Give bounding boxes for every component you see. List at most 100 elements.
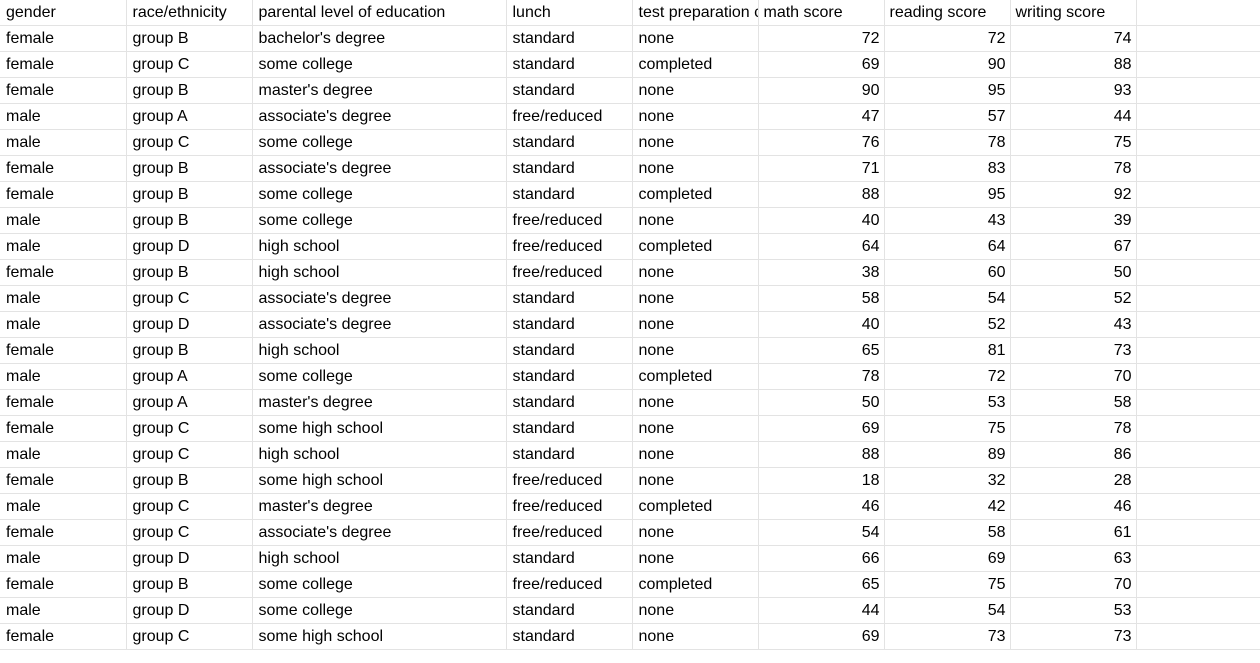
- cell-test-preparation[interactable]: none: [632, 155, 759, 182]
- cell-race-ethnicity[interactable]: group A: [126, 363, 253, 390]
- cell-reading-score[interactable]: 75: [884, 415, 1011, 442]
- cell-reading-score[interactable]: 81: [884, 337, 1011, 364]
- cell-test-preparation[interactable]: none: [632, 77, 759, 104]
- cell-test-preparation[interactable]: none: [632, 25, 759, 52]
- empty-cell[interactable]: [1136, 103, 1260, 130]
- cell-race-ethnicity[interactable]: group B: [126, 337, 253, 364]
- cell-reading-score[interactable]: 78: [884, 129, 1011, 156]
- cell-reading-score[interactable]: 64: [884, 233, 1011, 260]
- cell-parental-education[interactable]: some college: [252, 207, 507, 234]
- cell-reading-score[interactable]: 75: [884, 571, 1011, 598]
- cell-test-preparation[interactable]: none: [632, 389, 759, 416]
- cell-parental-education[interactable]: some high school: [252, 467, 507, 494]
- empty-cell[interactable]: [1136, 207, 1260, 234]
- cell-math-score[interactable]: 69: [758, 623, 885, 650]
- cell-race-ethnicity[interactable]: group D: [126, 545, 253, 572]
- cell-writing-score[interactable]: 58: [1010, 389, 1137, 416]
- cell-gender[interactable]: female: [0, 415, 127, 442]
- empty-cell[interactable]: [1136, 389, 1260, 416]
- cell-reading-score[interactable]: 54: [884, 597, 1011, 624]
- cell-gender[interactable]: female: [0, 259, 127, 286]
- cell-lunch[interactable]: standard: [506, 415, 633, 442]
- cell-test-preparation[interactable]: completed: [632, 181, 759, 208]
- header-cell-parental-education[interactable]: parental level of education: [252, 0, 507, 26]
- cell-race-ethnicity[interactable]: group C: [126, 415, 253, 442]
- cell-test-preparation[interactable]: none: [632, 103, 759, 130]
- cell-math-score[interactable]: 71: [758, 155, 885, 182]
- cell-test-preparation[interactable]: completed: [632, 571, 759, 598]
- cell-parental-education[interactable]: high school: [252, 441, 507, 468]
- cell-test-preparation[interactable]: none: [632, 337, 759, 364]
- cell-lunch[interactable]: standard: [506, 441, 633, 468]
- cell-race-ethnicity[interactable]: group D: [126, 597, 253, 624]
- cell-reading-score[interactable]: 42: [884, 493, 1011, 520]
- cell-reading-score[interactable]: 60: [884, 259, 1011, 286]
- cell-math-score[interactable]: 58: [758, 285, 885, 312]
- cell-lunch[interactable]: free/reduced: [506, 207, 633, 234]
- cell-gender[interactable]: female: [0, 181, 127, 208]
- cell-parental-education[interactable]: associate's degree: [252, 285, 507, 312]
- cell-writing-score[interactable]: 61: [1010, 519, 1137, 546]
- cell-parental-education[interactable]: some college: [252, 597, 507, 624]
- cell-test-preparation[interactable]: none: [632, 519, 759, 546]
- cell-math-score[interactable]: 38: [758, 259, 885, 286]
- cell-gender[interactable]: male: [0, 233, 127, 260]
- cell-reading-score[interactable]: 72: [884, 25, 1011, 52]
- cell-math-score[interactable]: 65: [758, 571, 885, 598]
- empty-cell[interactable]: [1136, 129, 1260, 156]
- cell-race-ethnicity[interactable]: group A: [126, 103, 253, 130]
- cell-gender[interactable]: female: [0, 25, 127, 52]
- cell-math-score[interactable]: 50: [758, 389, 885, 416]
- cell-parental-education[interactable]: high school: [252, 337, 507, 364]
- cell-parental-education[interactable]: high school: [252, 259, 507, 286]
- cell-math-score[interactable]: 47: [758, 103, 885, 130]
- cell-math-score[interactable]: 40: [758, 311, 885, 338]
- cell-lunch[interactable]: standard: [506, 363, 633, 390]
- header-cell-math-score[interactable]: math score: [758, 0, 885, 26]
- cell-reading-score[interactable]: 90: [884, 51, 1011, 78]
- cell-gender[interactable]: female: [0, 155, 127, 182]
- cell-math-score[interactable]: 88: [758, 441, 885, 468]
- empty-cell[interactable]: [1136, 155, 1260, 182]
- cell-lunch[interactable]: standard: [506, 285, 633, 312]
- cell-lunch[interactable]: free/reduced: [506, 519, 633, 546]
- cell-math-score[interactable]: 46: [758, 493, 885, 520]
- cell-reading-score[interactable]: 58: [884, 519, 1011, 546]
- cell-writing-score[interactable]: 73: [1010, 623, 1137, 650]
- cell-gender[interactable]: male: [0, 363, 127, 390]
- empty-cell[interactable]: [1136, 0, 1260, 26]
- cell-math-score[interactable]: 76: [758, 129, 885, 156]
- cell-test-preparation[interactable]: none: [632, 285, 759, 312]
- cell-gender[interactable]: female: [0, 51, 127, 78]
- cell-writing-score[interactable]: 44: [1010, 103, 1137, 130]
- cell-writing-score[interactable]: 74: [1010, 25, 1137, 52]
- cell-parental-education[interactable]: associate's degree: [252, 103, 507, 130]
- cell-reading-score[interactable]: 72: [884, 363, 1011, 390]
- cell-race-ethnicity[interactable]: group C: [126, 285, 253, 312]
- header-cell-test-preparation[interactable]: test preparation course: [632, 0, 759, 26]
- cell-race-ethnicity[interactable]: group C: [126, 51, 253, 78]
- cell-writing-score[interactable]: 39: [1010, 207, 1137, 234]
- cell-gender[interactable]: female: [0, 389, 127, 416]
- cell-math-score[interactable]: 54: [758, 519, 885, 546]
- cell-lunch[interactable]: free/reduced: [506, 493, 633, 520]
- cell-reading-score[interactable]: 52: [884, 311, 1011, 338]
- cell-parental-education[interactable]: some college: [252, 51, 507, 78]
- cell-race-ethnicity[interactable]: group B: [126, 207, 253, 234]
- cell-reading-score[interactable]: 73: [884, 623, 1011, 650]
- cell-reading-score[interactable]: 95: [884, 77, 1011, 104]
- cell-test-preparation[interactable]: none: [632, 311, 759, 338]
- cell-test-preparation[interactable]: none: [632, 415, 759, 442]
- cell-lunch[interactable]: standard: [506, 77, 633, 104]
- cell-writing-score[interactable]: 52: [1010, 285, 1137, 312]
- cell-race-ethnicity[interactable]: group B: [126, 77, 253, 104]
- cell-gender[interactable]: female: [0, 467, 127, 494]
- cell-lunch[interactable]: standard: [506, 623, 633, 650]
- cell-parental-education[interactable]: high school: [252, 233, 507, 260]
- cell-reading-score[interactable]: 89: [884, 441, 1011, 468]
- cell-reading-score[interactable]: 54: [884, 285, 1011, 312]
- cell-gender[interactable]: male: [0, 103, 127, 130]
- cell-gender[interactable]: male: [0, 493, 127, 520]
- cell-writing-score[interactable]: 70: [1010, 363, 1137, 390]
- cell-parental-education[interactable]: some high school: [252, 415, 507, 442]
